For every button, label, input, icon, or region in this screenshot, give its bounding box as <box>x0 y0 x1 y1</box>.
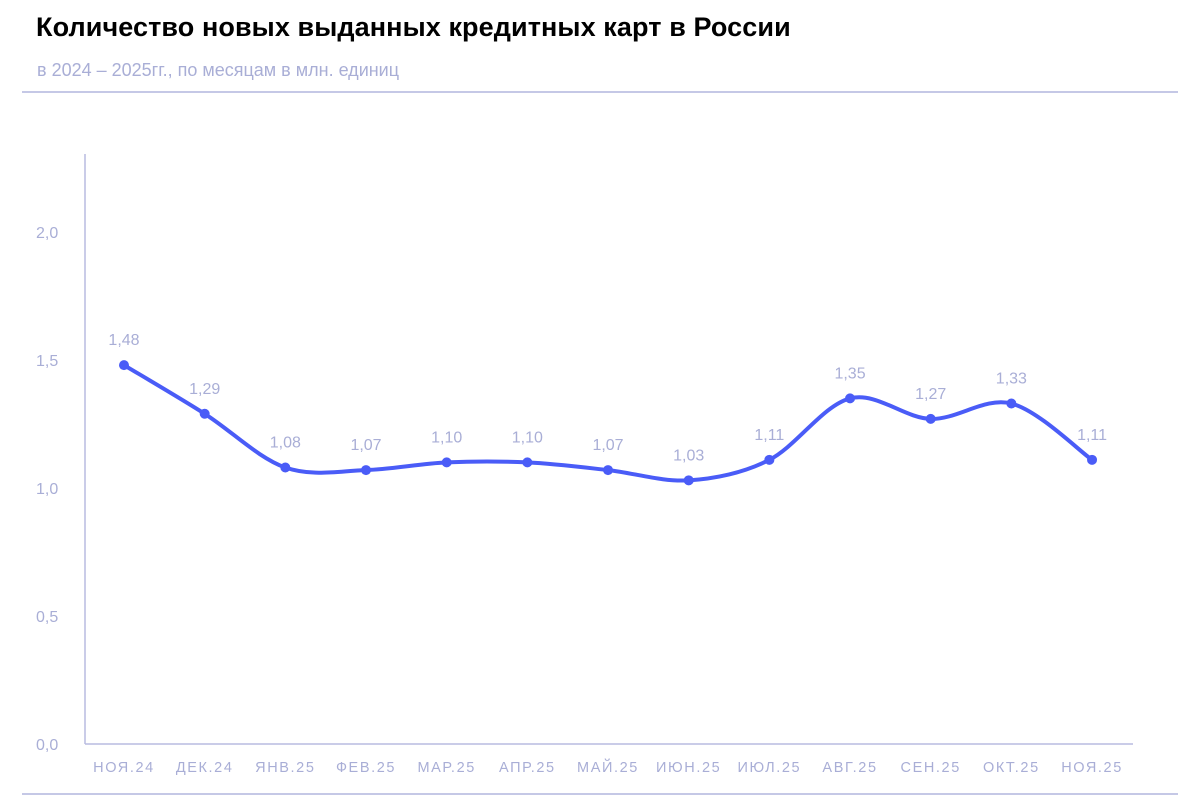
data-points <box>119 360 1098 486</box>
data-point <box>603 465 614 476</box>
x-tick-label: ИЮЛ.25 <box>738 760 802 776</box>
data-point <box>1087 454 1098 465</box>
x-tick-label: ЯНВ.25 <box>255 760 315 776</box>
x-tick-label: НОЯ.25 <box>1061 760 1123 776</box>
data-label: 1,10 <box>512 429 543 446</box>
x-tick-label: НОЯ.24 <box>93 760 155 776</box>
y-tick-label: 0,5 <box>36 609 58 626</box>
data-label: 1,27 <box>915 386 946 403</box>
data-label: 1,07 <box>592 437 623 454</box>
data-label: 1,35 <box>834 365 865 382</box>
data-labels: 1,48 1,29 1,08 1,07 1,10 1,10 1,07 1,03 1,11 1,35… <box>108 332 1107 464</box>
data-point <box>441 457 452 468</box>
y-axis: 0,0 0,5 1,0 1,5 2,0 <box>36 154 86 754</box>
x-tick-label: АПР.25 <box>499 760 556 776</box>
data-point <box>522 457 533 468</box>
y-tick-label: 0,0 <box>36 737 58 754</box>
data-label: 1,10 <box>431 429 462 446</box>
series-line <box>122 363 1095 483</box>
bottom-divider <box>22 793 1178 795</box>
x-tick-label: АВГ.25 <box>822 760 877 776</box>
top-divider <box>22 91 1178 93</box>
x-tick-label: СЕН.25 <box>901 760 961 776</box>
data-label: 1,07 <box>350 437 381 454</box>
x-axis: НОЯ.24 ДЕК.24 ЯНВ.25 ФЕВ.25 МАР.25 АПР.25 МАЙ.… <box>85 743 1133 776</box>
data-point <box>925 413 936 424</box>
data-point <box>683 475 694 486</box>
data-point <box>1006 398 1017 409</box>
x-tick-label: ФЕВ.25 <box>336 760 396 776</box>
y-tick-label: 1,5 <box>36 353 58 370</box>
data-label: 1,03 <box>673 447 704 464</box>
x-tick-label: ДЕК.24 <box>176 760 234 776</box>
data-point <box>119 360 129 371</box>
data-point <box>845 393 856 404</box>
data-label: 1,11 <box>1077 427 1107 444</box>
x-tick-label: ОКТ.25 <box>983 760 1040 776</box>
data-label: 1,08 <box>270 435 301 452</box>
chart-title: Количество новых выданных кредитных карт… <box>36 12 791 42</box>
data-point <box>199 408 210 419</box>
x-tick-label: МАЙ.25 <box>577 758 639 776</box>
x-tick-label: ИЮН.25 <box>656 760 721 776</box>
data-label: 1,48 <box>108 332 139 349</box>
data-label: 1,33 <box>996 371 1027 388</box>
x-tick-label: МАР.25 <box>417 760 475 776</box>
y-tick-label: 2,0 <box>36 225 58 242</box>
data-point <box>764 454 775 465</box>
data-point <box>280 462 291 473</box>
chart-subtitle: в 2024 – 2025гг., по месяцам в млн. един… <box>37 60 400 80</box>
y-tick-label: 1,0 <box>36 481 58 498</box>
data-label: 1,29 <box>189 381 220 398</box>
data-label: 1,11 <box>754 427 784 444</box>
data-point <box>361 465 372 476</box>
